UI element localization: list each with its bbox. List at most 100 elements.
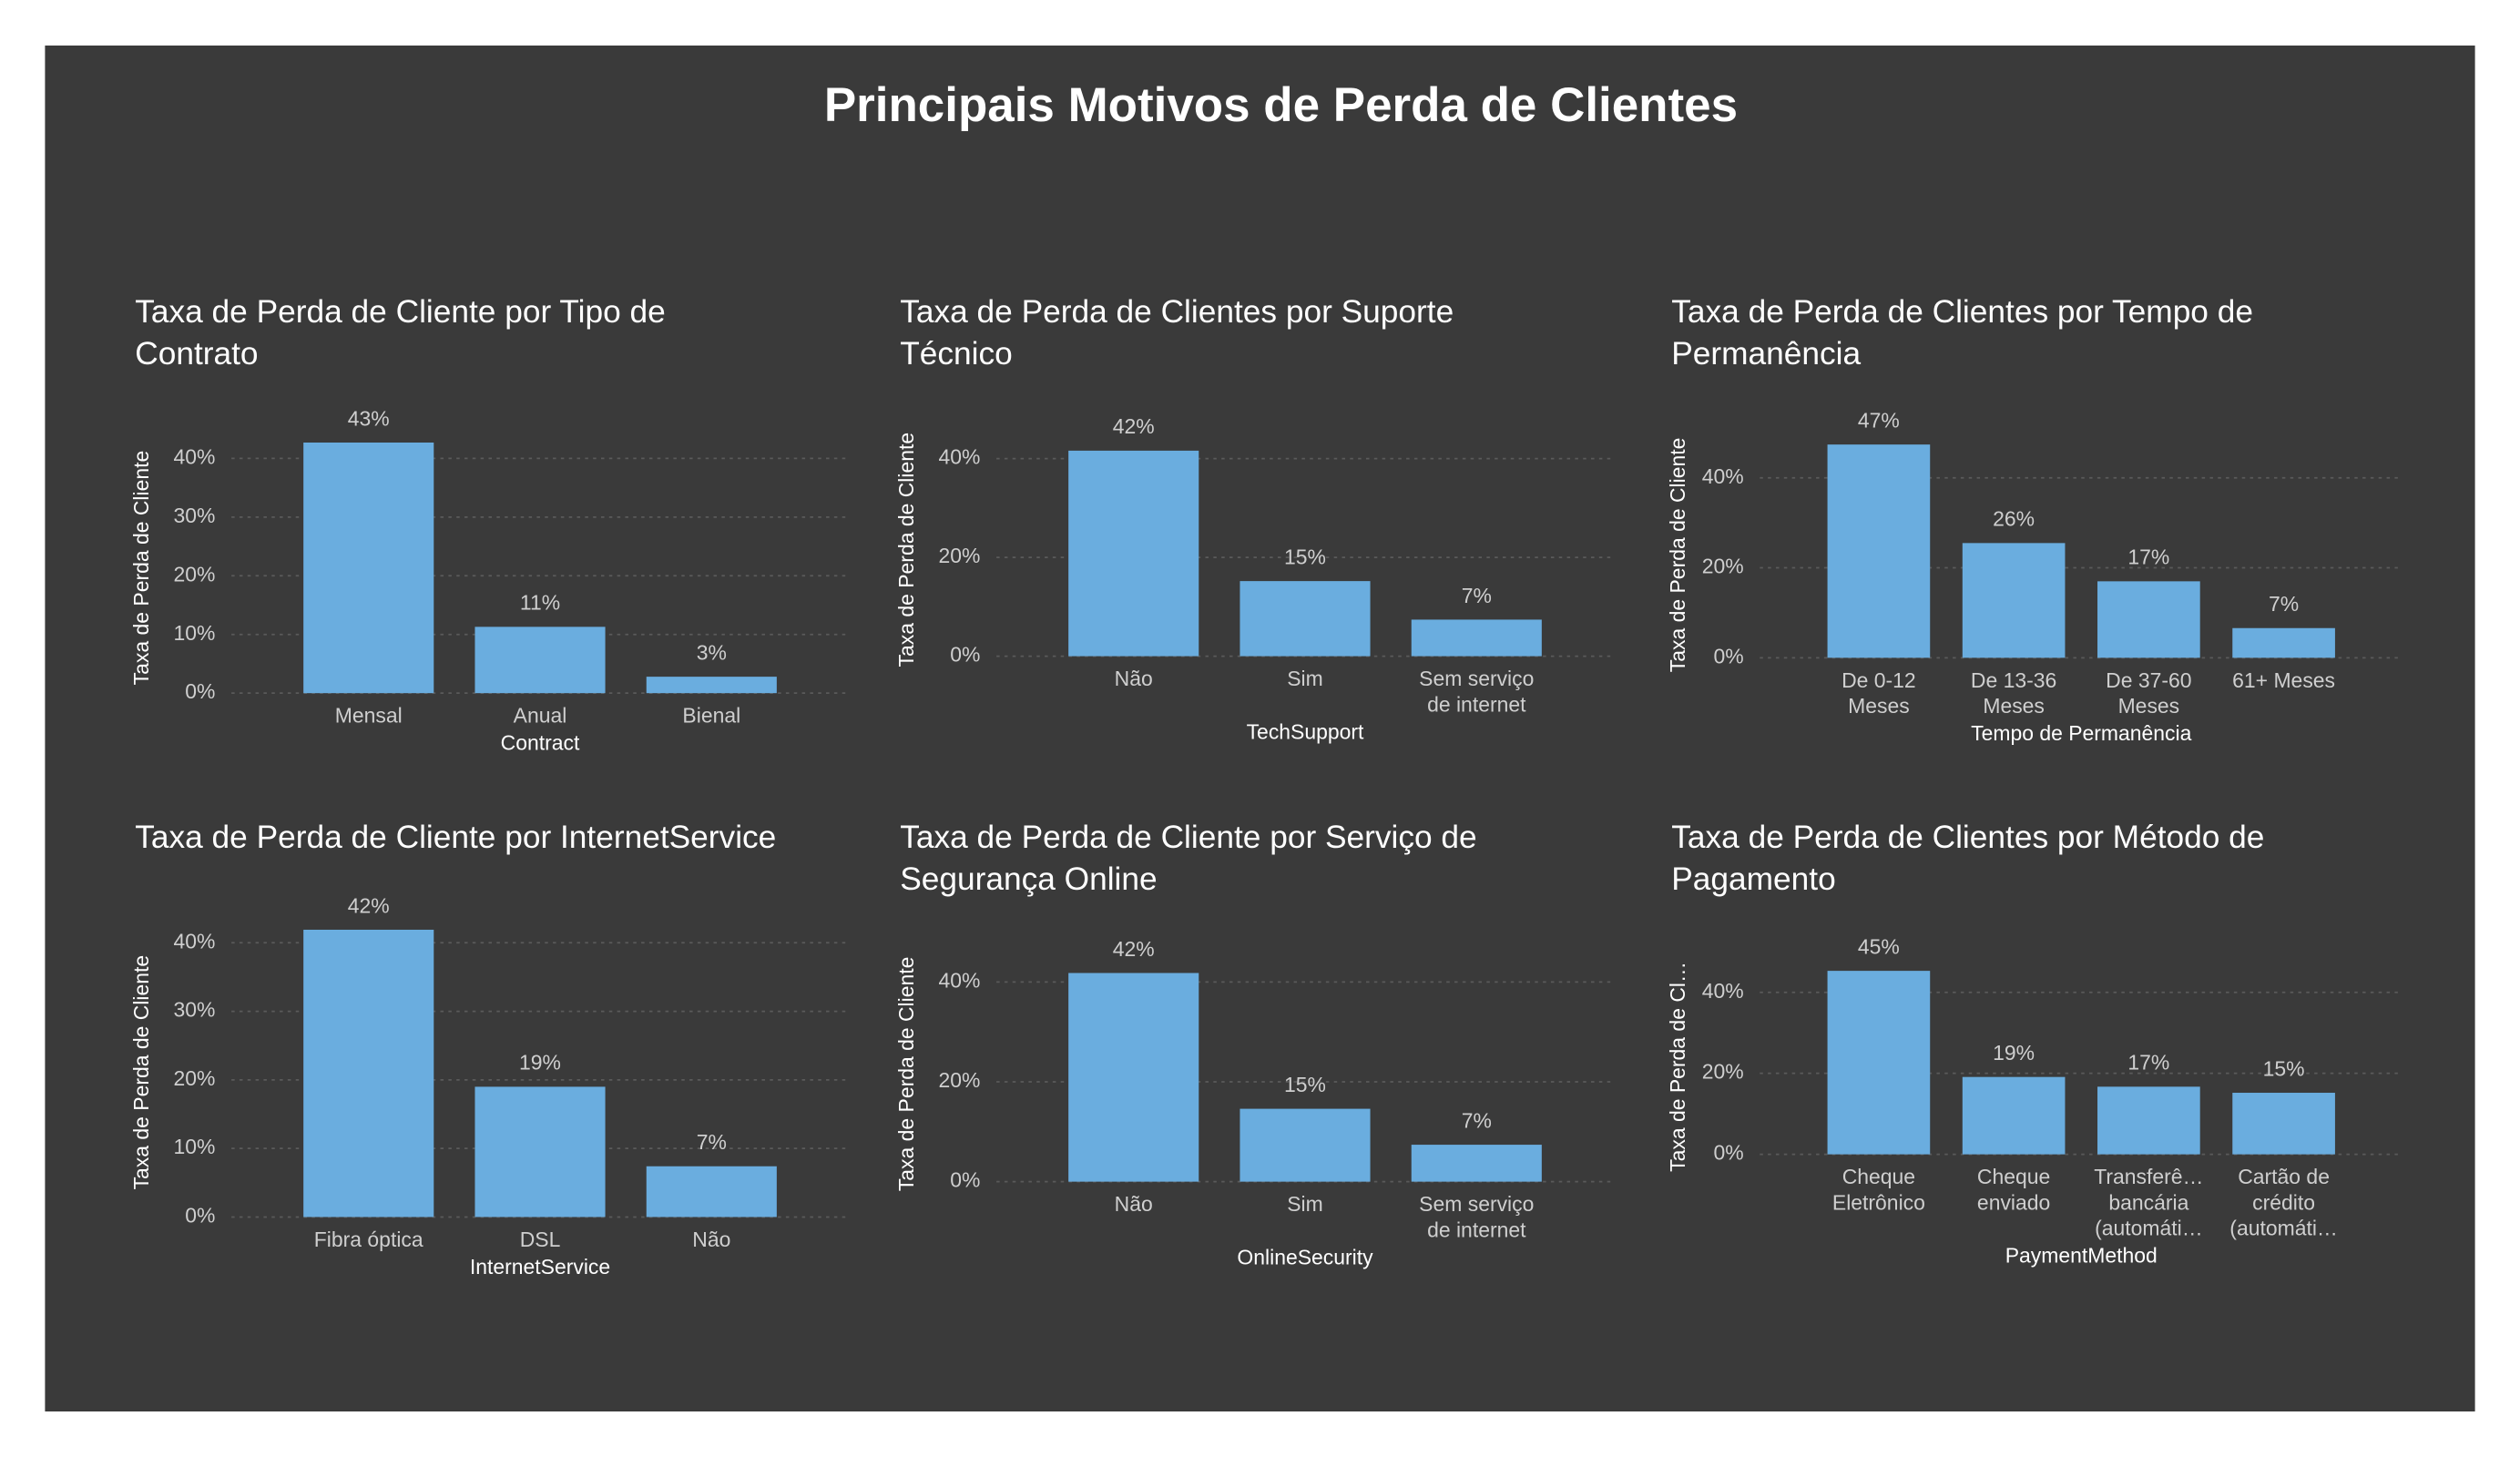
x-tick-label: De 0-12 <box>1842 668 1916 692</box>
y-tick-label: 40% <box>939 445 981 469</box>
x-tick-label: De 37-60 <box>2106 668 2191 692</box>
y-axis-label: Taxa de Perda de Cliente <box>894 957 918 1192</box>
x-axis-label: PaymentMethod <box>2005 1244 2158 1268</box>
y-tick-label: 20% <box>174 562 216 586</box>
bar <box>1068 973 1199 1182</box>
x-tick-label: enviado <box>1977 1190 2050 1214</box>
x-tick-label: (automáti… <box>2229 1217 2338 1240</box>
value-label: 3% <box>697 640 727 664</box>
y-tick-label: 10% <box>174 621 216 645</box>
x-axis-label: OnlineSecurity <box>1237 1245 1373 1269</box>
chart-title: Taxa de Perda de Clientes por Método de <box>1671 820 2264 855</box>
chart-title: Técnico <box>900 336 1013 372</box>
y-tick-label: 20% <box>939 544 981 567</box>
value-label: 7% <box>2269 592 2299 616</box>
value-label: 7% <box>1462 1108 1492 1132</box>
chart-title: Permanência <box>1671 336 1861 372</box>
bar <box>1962 1076 2066 1155</box>
x-tick-label: Sem serviço <box>1419 1192 1534 1216</box>
bar <box>2232 627 2335 658</box>
value-label: 42% <box>348 893 390 917</box>
bar <box>303 929 434 1218</box>
value-label: 17% <box>2127 1051 2169 1075</box>
x-tick-label: DSL <box>520 1228 561 1251</box>
x-tick-label: crédito <box>2252 1190 2315 1214</box>
chart-title: Taxa de Perda de Clientes por Tempo de <box>1671 294 2253 330</box>
value-label: 7% <box>697 1130 727 1154</box>
x-tick-label: Sim <box>1287 1192 1323 1216</box>
y-axis-label: Taxa de Perda de Cliente <box>129 451 153 686</box>
value-label: 11% <box>520 591 560 615</box>
bar <box>474 1086 606 1218</box>
x-tick-label: Mensal <box>335 704 403 728</box>
x-tick-label: Sem serviço <box>1419 667 1534 690</box>
bar <box>1962 543 2066 658</box>
y-tick-label: 40% <box>1702 464 1744 488</box>
y-tick-label: 20% <box>1702 555 1744 578</box>
chart-title: Taxa de Perda de Clientes por Suporte <box>900 294 1454 330</box>
y-tick-label: 0% <box>1714 644 1744 667</box>
panel <box>45 46 2475 1411</box>
chart-title: Taxa de Perda de Cliente por Serviço de <box>900 820 1476 855</box>
bar <box>1827 444 1931 658</box>
x-tick-label: de internet <box>1427 1218 1526 1241</box>
value-label: 42% <box>1113 414 1155 438</box>
x-tick-label: de internet <box>1427 692 1526 716</box>
x-tick-label: Anual <box>514 704 567 728</box>
value-label: 15% <box>1284 1073 1326 1096</box>
x-tick-label: Fibra óptica <box>314 1228 423 1251</box>
x-axis-label: Contract <box>501 731 580 755</box>
y-tick-label: 40% <box>174 929 216 953</box>
y-axis-label: Taxa de Perda de Cliente <box>894 433 918 667</box>
y-tick-label: 40% <box>174 444 216 468</box>
chart-title: Segurança Online <box>900 861 1157 897</box>
x-tick-label: Transferê… <box>2094 1165 2203 1188</box>
bar <box>2232 1093 2335 1155</box>
x-tick-label: Meses <box>1848 694 1910 718</box>
y-tick-label: 10% <box>174 1135 216 1158</box>
value-label: 19% <box>519 1051 561 1075</box>
x-tick-label: 61+ Meses <box>2232 668 2335 692</box>
y-tick-label: 20% <box>1702 1060 1744 1084</box>
y-tick-label: 30% <box>174 998 216 1022</box>
x-tick-label: (automáti… <box>2095 1217 2203 1240</box>
bar <box>474 627 606 694</box>
value-label: 15% <box>2263 1056 2305 1080</box>
value-label: 43% <box>348 406 390 430</box>
value-label: 15% <box>1284 545 1326 568</box>
bar <box>1411 619 1542 657</box>
chart-title: Contrato <box>135 336 258 372</box>
y-tick-label: 0% <box>950 643 980 667</box>
y-tick-label: 0% <box>950 1168 980 1192</box>
y-tick-label: 20% <box>939 1068 981 1092</box>
bar <box>646 1166 777 1218</box>
bar <box>1240 581 1371 657</box>
x-tick-label: Cartão de <box>2238 1165 2330 1188</box>
bar <box>1068 450 1199 657</box>
y-axis-label: Taxa de Perda de Cl… <box>1666 962 1689 1172</box>
bar <box>303 442 434 694</box>
chart-title: Taxa de Perda de Cliente por InternetSer… <box>135 820 776 855</box>
x-tick-label: Cheque <box>1842 1165 1915 1188</box>
x-tick-label: Meses <box>2118 694 2180 718</box>
x-tick-label: Sim <box>1287 667 1323 690</box>
x-tick-label: Eletrônico <box>1832 1190 1925 1214</box>
x-tick-label: Não <box>1115 1192 1153 1216</box>
y-tick-label: 20% <box>174 1066 216 1090</box>
x-tick-label: Cheque <box>1977 1165 2050 1188</box>
value-label: 17% <box>2127 545 2169 569</box>
x-tick-label: Não <box>1115 667 1153 690</box>
y-tick-label: 40% <box>939 968 981 992</box>
y-tick-label: 0% <box>185 1204 215 1228</box>
value-label: 47% <box>1858 409 1900 433</box>
value-label: 19% <box>1993 1041 2035 1065</box>
value-label: 42% <box>1113 937 1155 961</box>
bar <box>1411 1145 1542 1182</box>
y-axis-label: Taxa de Perda de Cliente <box>129 955 153 1190</box>
x-tick-label: De 13-36 <box>1971 668 2056 692</box>
x-axis-label: TechSupport <box>1247 719 1364 743</box>
y-axis-label: Taxa de Perda de Cliente <box>1666 438 1689 673</box>
bar <box>1240 1108 1371 1182</box>
bar <box>1827 971 1931 1155</box>
